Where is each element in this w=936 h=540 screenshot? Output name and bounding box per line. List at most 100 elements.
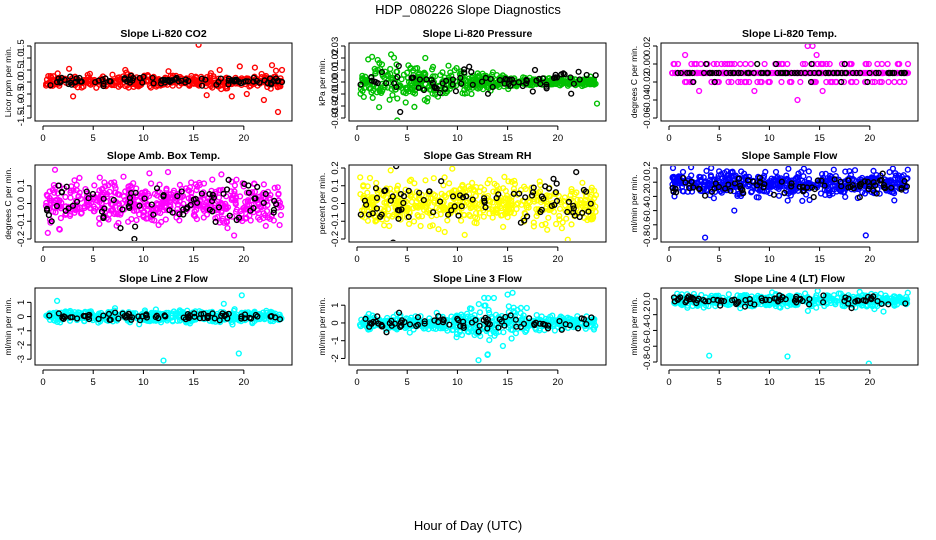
data-point xyxy=(545,214,552,221)
data-point xyxy=(378,321,385,329)
data-point xyxy=(501,173,508,181)
data-point xyxy=(713,60,721,68)
data-point xyxy=(410,205,417,212)
data-point xyxy=(429,222,436,229)
data-point xyxy=(856,194,863,201)
points-layer xyxy=(669,166,911,241)
data-point xyxy=(473,77,480,84)
data-point xyxy=(707,173,715,180)
data-point xyxy=(224,225,231,232)
data-point xyxy=(368,73,375,81)
data-point xyxy=(876,78,884,86)
series-all xyxy=(357,166,600,241)
data-point xyxy=(374,79,381,87)
data-point xyxy=(438,190,445,197)
data-point xyxy=(404,206,411,213)
data-point xyxy=(116,81,124,88)
data-point xyxy=(410,218,418,225)
data-point xyxy=(261,77,268,84)
data-point xyxy=(188,179,195,186)
data-point xyxy=(195,44,202,48)
data-point xyxy=(588,184,595,191)
data-point xyxy=(360,321,367,328)
data-point xyxy=(794,96,801,104)
data-point xyxy=(505,303,512,310)
data-point xyxy=(423,204,430,211)
data-point xyxy=(708,166,715,172)
data-point xyxy=(170,187,178,194)
data-point xyxy=(499,342,507,350)
data-point xyxy=(368,77,376,84)
data-point xyxy=(757,78,764,86)
data-point xyxy=(446,180,453,187)
data-point xyxy=(248,315,255,322)
data-point xyxy=(111,309,119,316)
data-point xyxy=(278,66,286,74)
data-point xyxy=(756,174,764,181)
data-point xyxy=(402,99,409,106)
data-point xyxy=(888,184,895,191)
data-point xyxy=(700,69,708,77)
data-point xyxy=(169,318,176,325)
data-point xyxy=(444,217,451,224)
data-point xyxy=(725,291,732,298)
data-point xyxy=(83,188,90,195)
y-tick-label: 1 xyxy=(330,303,341,308)
data-point xyxy=(60,313,67,320)
data-point xyxy=(568,221,575,228)
data-point xyxy=(891,69,898,77)
data-point xyxy=(416,76,424,83)
data-point xyxy=(96,220,103,228)
data-point xyxy=(466,325,473,332)
data-point xyxy=(737,78,745,86)
data-point xyxy=(825,186,833,193)
data-point xyxy=(878,60,886,68)
y-tick-label: -0.2 xyxy=(330,231,341,247)
data-point xyxy=(152,206,159,213)
data-point xyxy=(126,194,133,202)
data-point xyxy=(834,69,842,77)
data-point xyxy=(77,210,85,217)
series-hourly xyxy=(362,309,595,336)
data-point xyxy=(203,199,210,206)
data-point xyxy=(507,209,514,216)
data-point xyxy=(441,228,448,236)
data-point xyxy=(413,77,421,84)
data-point xyxy=(101,179,108,186)
data-point xyxy=(552,189,560,196)
series-hourly xyxy=(357,62,599,116)
data-point xyxy=(849,69,856,77)
x-tick-label: 20 xyxy=(239,254,250,265)
data-point xyxy=(435,226,442,233)
data-point xyxy=(270,206,278,214)
data-point xyxy=(580,186,588,194)
data-point xyxy=(240,205,247,212)
points-layer xyxy=(670,289,911,364)
data-point xyxy=(823,78,830,86)
data-point xyxy=(851,167,859,174)
data-point xyxy=(408,74,415,82)
data-point xyxy=(272,67,280,74)
data-point xyxy=(365,211,373,218)
data-point xyxy=(262,190,269,198)
data-point xyxy=(56,225,63,233)
data-point xyxy=(690,78,697,86)
y-tick-label: -0.02 xyxy=(642,71,653,93)
data-point xyxy=(111,182,118,189)
data-point xyxy=(787,192,794,199)
data-point xyxy=(759,69,767,77)
data-point xyxy=(808,60,815,68)
data-point xyxy=(447,69,454,76)
data-point xyxy=(173,74,180,82)
data-point xyxy=(277,212,285,219)
y-tick-label: -3 xyxy=(16,355,27,363)
data-point xyxy=(564,236,571,241)
data-point xyxy=(582,81,590,88)
data-point xyxy=(556,205,564,212)
data-point xyxy=(546,313,554,320)
data-point xyxy=(872,69,880,77)
points-layer xyxy=(357,166,600,241)
data-point xyxy=(779,60,787,68)
data-point xyxy=(881,184,888,191)
data-point xyxy=(231,232,238,239)
